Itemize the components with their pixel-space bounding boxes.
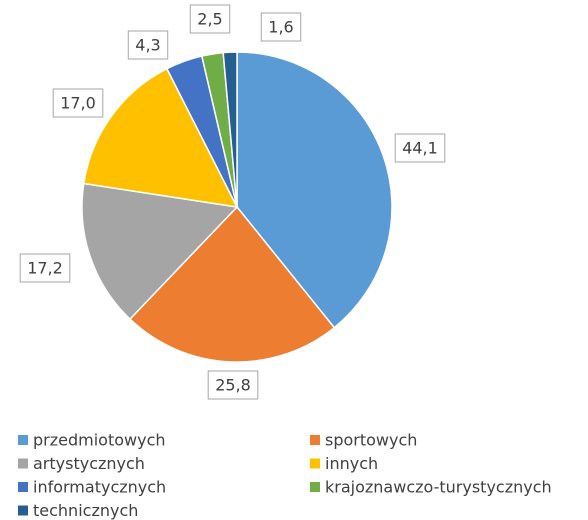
legend-swatch xyxy=(18,435,28,445)
data-label-box xyxy=(260,12,302,42)
legend-swatch xyxy=(18,458,28,469)
pie-slice xyxy=(128,205,336,363)
legend-swatch xyxy=(310,458,320,469)
data-label-box xyxy=(127,30,169,60)
data-label-box xyxy=(394,133,446,163)
legend-label: artystycznych xyxy=(33,454,145,473)
data-label-box xyxy=(207,370,259,400)
pie-slice xyxy=(81,182,239,321)
legend-label: informatycznych xyxy=(33,478,166,497)
data-label: 44,1 xyxy=(402,139,438,158)
legend-label: krajoznawczo-turystycznych xyxy=(325,478,552,497)
data-label: 17,0 xyxy=(60,94,96,113)
data-label-box xyxy=(52,88,104,118)
pie-slice xyxy=(236,51,393,329)
legend-label: innych xyxy=(325,454,378,473)
data-label: 1,6 xyxy=(268,18,293,37)
legend-swatch xyxy=(310,482,320,492)
legend-label: sportowych xyxy=(325,431,417,450)
data-label: 17,2 xyxy=(27,259,63,278)
legend-swatch xyxy=(310,435,320,445)
data-label-box xyxy=(19,253,71,283)
legend-label: przedmiotowych xyxy=(33,431,166,450)
pie-slice xyxy=(82,67,239,208)
data-label: 25,8 xyxy=(215,376,251,395)
legend-label: technicznych xyxy=(33,501,138,520)
data-label: 4,3 xyxy=(135,36,160,55)
data-label-box xyxy=(189,4,231,34)
legend-swatch xyxy=(18,505,28,516)
legend-swatch xyxy=(18,482,28,492)
data-label: 2,5 xyxy=(197,10,222,29)
pie-slice xyxy=(222,51,238,208)
